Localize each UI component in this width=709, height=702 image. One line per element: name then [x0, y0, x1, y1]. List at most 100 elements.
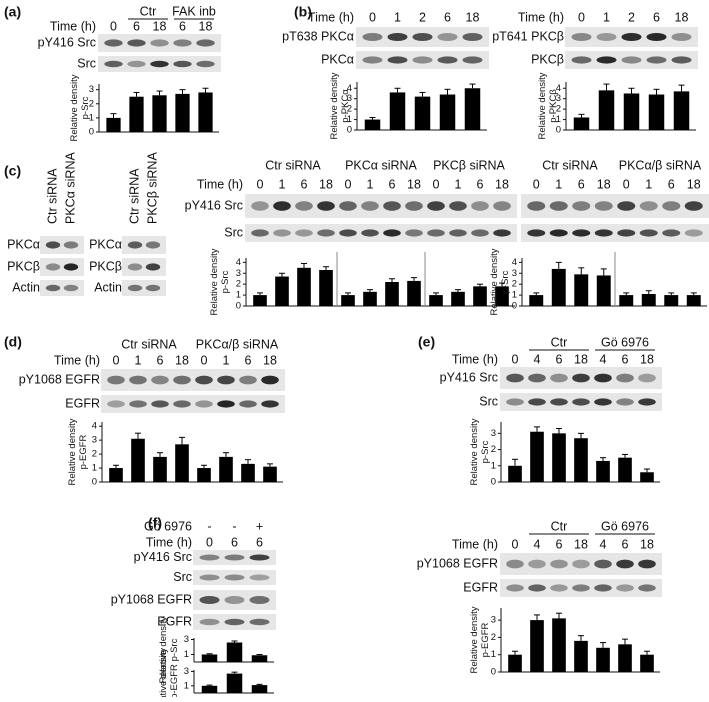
bar [439, 94, 456, 130]
band [572, 229, 591, 237]
bar [664, 295, 679, 306]
bar [389, 92, 406, 130]
bar [175, 444, 189, 482]
bar [551, 268, 566, 306]
group-label: FAK inb [172, 4, 216, 18]
lane-label: 6 [668, 177, 675, 191]
y-axis-label: Relative densityp-EGFR [469, 606, 491, 673]
lane-label: 6 [622, 352, 629, 366]
y-axis-label-line: p-Src [220, 270, 231, 293]
y-tick-label: 3 [89, 84, 94, 95]
blot [521, 224, 709, 242]
lane-label: 1 [394, 10, 401, 24]
band [249, 596, 270, 604]
band [617, 201, 636, 211]
bar [640, 472, 654, 482]
band [638, 398, 656, 406]
bar [275, 276, 289, 306]
lane-label: 0 [257, 177, 264, 191]
band [594, 398, 612, 406]
y-axis-label-line: Relative density [69, 74, 80, 141]
blot [98, 34, 221, 52]
band [196, 39, 215, 47]
row-label: EGFR [65, 396, 100, 410]
lane-label: 6 [231, 535, 238, 549]
band [217, 375, 235, 385]
band [199, 596, 220, 604]
bar [618, 644, 632, 672]
band [224, 574, 245, 581]
band [572, 201, 591, 211]
blot [245, 224, 517, 242]
band [273, 229, 291, 237]
y-tick-label: 4 [556, 83, 561, 94]
lane-label: 2 [419, 10, 426, 24]
band [528, 559, 546, 569]
band [437, 33, 458, 41]
band [127, 284, 143, 292]
lane-label: 0 [533, 177, 540, 191]
band [412, 56, 433, 64]
blot [193, 570, 276, 585]
band [662, 201, 681, 211]
band [405, 229, 423, 237]
y-axis-label-line: p-PKCα [340, 89, 351, 123]
band [63, 241, 79, 249]
band [145, 263, 161, 271]
band [199, 618, 220, 626]
bar [131, 438, 145, 482]
y-tick-label: 4 [92, 421, 97, 432]
band [493, 229, 511, 237]
bar [363, 291, 377, 306]
band [45, 284, 61, 292]
panel-label: (b) [294, 4, 312, 20]
band [471, 229, 489, 237]
band [550, 584, 568, 592]
lane-label: 6 [157, 353, 164, 367]
y-tick-label: 1 [89, 112, 94, 123]
blot [122, 280, 166, 296]
band [639, 229, 658, 237]
y-tick-label: 3 [556, 93, 561, 104]
band [506, 584, 524, 592]
y-tick-label: 0 [347, 125, 352, 136]
band [362, 56, 383, 64]
band [528, 584, 546, 592]
y-axis-label: Relative densityp-Src [489, 248, 511, 315]
bar [495, 286, 509, 306]
lane-label: 6 [556, 537, 563, 551]
band [493, 201, 511, 211]
panel-label: (d) [4, 334, 22, 350]
bar [623, 93, 640, 130]
band [572, 559, 590, 569]
band [662, 229, 681, 237]
lane-label: 6 [133, 19, 140, 33]
row-label: pY416 Src [440, 370, 498, 384]
band [506, 373, 524, 383]
bar [451, 291, 465, 306]
lane-label: 18 [466, 10, 480, 24]
band [63, 263, 79, 271]
bar [574, 640, 588, 672]
y-axis-label: Relative densityp-Src [69, 74, 91, 141]
lane-label: 4 [600, 352, 607, 366]
y-tick-label: 2 [89, 98, 94, 109]
lane-label: 6 [245, 353, 252, 367]
bar [219, 456, 233, 482]
band [45, 263, 61, 271]
lane-label: 18 [597, 177, 611, 191]
lane-label: 0 [110, 19, 117, 33]
band [387, 33, 408, 41]
y-tick-label: 3 [491, 615, 496, 626]
band [596, 56, 617, 64]
lane-label: 18 [199, 19, 213, 33]
lane-label: 18 [153, 19, 167, 33]
band [127, 39, 146, 47]
band [462, 56, 483, 64]
band [571, 33, 592, 41]
lane-label: 0 [512, 537, 519, 551]
lane-label: 2 [628, 10, 635, 24]
row-label: PKCβ [89, 259, 122, 273]
bar [619, 295, 634, 306]
row-label: pY1068 EGFR [111, 592, 192, 606]
